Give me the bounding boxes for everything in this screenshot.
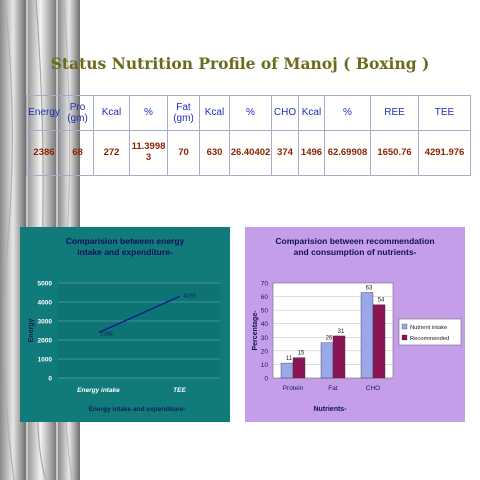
data-label: 26: [326, 336, 333, 342]
table-header-cell-10: REE: [370, 95, 419, 131]
x-axis-label: Nutrients-: [313, 406, 347, 413]
table-header-cell-0: Energy: [26, 95, 62, 131]
data-labels: 2386 4292: [101, 293, 196, 337]
legend: Nutrient intake Recommended: [398, 318, 462, 346]
y-tick-label: 40: [261, 321, 269, 328]
table-value-cell-2: 272: [93, 130, 130, 176]
table-value-cell-11: 4291.976: [418, 130, 471, 176]
table-value-cell-7: 374: [271, 130, 299, 176]
data-label: 11: [286, 356, 293, 362]
y-tick-label: 50: [261, 308, 269, 315]
table-value-cell-9: 62.69908: [324, 130, 371, 176]
y-tick-label: 5000: [38, 281, 53, 288]
chart-title-line-1: Comparision between energy: [66, 236, 185, 246]
table-header-cell-5: Kcal: [199, 95, 230, 131]
nutrition-table: Energy Pro (gm) Kcal% Fat (gm) Kcal% CHO Kcal% RE…: [26, 95, 471, 176]
table-header-cell-8: Kcal: [298, 95, 325, 131]
y-tick-label: 20: [261, 348, 269, 355]
legend-swatch: [401, 334, 408, 341]
data-label: 2386: [101, 332, 113, 338]
data-labels: 11 15 26 31 63 54: [286, 286, 385, 363]
bar: [292, 357, 306, 379]
x-tick-label: Fat: [328, 385, 338, 392]
legend-label: Nutrient intake: [410, 325, 447, 331]
table-header-row: Energy Pro (gm) Kcal% Fat (gm) Kcal% CHO Kcal% RE…: [26, 95, 471, 131]
y-tick-label: 0: [264, 376, 268, 383]
bar: [332, 335, 346, 379]
slide-title: Status Nutrition Profile of Manoj ( Boxi…: [50, 54, 430, 73]
data-label: 63: [366, 286, 373, 292]
table-value-cell-10: 1650.76: [370, 130, 419, 176]
table-header-cell-1: Pro (gm): [61, 95, 94, 131]
x-axis-label: Energy intake and expenditure-: [89, 406, 186, 413]
table-value-cell-3: 11.3998 3: [129, 130, 168, 176]
table-value-cell-5: 630: [199, 130, 230, 176]
bar: [360, 292, 374, 379]
chart-title-line-2: intake and expenditure-: [77, 247, 173, 257]
table-header-cell-2: Kcal: [93, 95, 130, 131]
table-value-row: 2386 68 272 11.3998 3 70 630 26.40402 374 1496 62.…: [26, 130, 471, 176]
x-tick-label: Energy intake: [77, 387, 120, 394]
y-tick-label: 60: [261, 294, 269, 301]
legend-box: [398, 318, 462, 346]
table-value-cell-8: 1496: [298, 130, 325, 176]
y-tick-labels: 0 1000 2000 3000 4000 5000: [38, 281, 53, 383]
y-tick-label: 2000: [38, 338, 53, 345]
y-tick-label: 4000: [38, 300, 53, 307]
legend-label: Recommended: [410, 336, 449, 342]
x-tick-label: CHO: [366, 385, 380, 392]
table-header-cell-3: %: [129, 95, 168, 131]
data-label: 4292: [184, 293, 196, 299]
x-tick-label: Protein: [283, 385, 304, 392]
table-header-cell-6: %: [229, 95, 272, 131]
table-header-cell-7: CHO: [271, 95, 299, 131]
bar: [320, 342, 334, 379]
y-tick-label: 1000: [38, 357, 53, 364]
table-value-cell-6: 26.40402: [229, 130, 272, 176]
table-header-cell-4: Fat (gm): [167, 95, 200, 131]
energy-series-line: [98, 295, 180, 334]
gridlines: [58, 282, 220, 379]
table-header-cell-11: TEE: [418, 95, 471, 131]
table-value-cell-1: 68: [61, 130, 94, 176]
data-label: 31: [338, 329, 345, 335]
chart-title-line-1: Comparision between recommendation: [275, 236, 434, 246]
table-value-cell-0: 2386: [26, 130, 62, 176]
table-value-cell-4: 70: [167, 130, 200, 176]
y-axis-label: Energy: [28, 319, 35, 343]
nutrients-bar-chart: 0 10 20 30 40 50 60 70 Protein Fat CHO 11 15 26 31 63…: [245, 227, 465, 422]
energy-line-chart: 0 1000 2000 3000 4000 5000 Energy intake TEE 2…: [20, 227, 230, 422]
bar: [372, 304, 386, 379]
data-label: 15: [298, 351, 305, 357]
y-tick-label: 10: [261, 362, 269, 369]
y-tick-label: 3000: [38, 319, 53, 326]
x-tick-label: TEE: [173, 387, 186, 394]
y-tick-label: 0: [48, 376, 52, 383]
bars: [280, 292, 386, 379]
y-tick-labels: 0 10 20 30 40 50 60 70: [261, 281, 269, 383]
y-axis-label: Percentage-: [252, 310, 259, 351]
data-label: 54: [378, 298, 385, 304]
legend-swatch: [401, 323, 408, 330]
bar: [280, 362, 294, 379]
chart-title-line-2: and consumption of nutrients-: [294, 247, 417, 257]
plot-area: [58, 283, 220, 378]
y-tick-label: 30: [261, 335, 269, 342]
x-tick-labels: Energy intake TEE: [77, 387, 186, 394]
table-header-cell-9: %: [324, 95, 371, 131]
x-tick-labels: Protein Fat CHO: [283, 385, 381, 392]
y-tick-label: 70: [261, 281, 269, 288]
